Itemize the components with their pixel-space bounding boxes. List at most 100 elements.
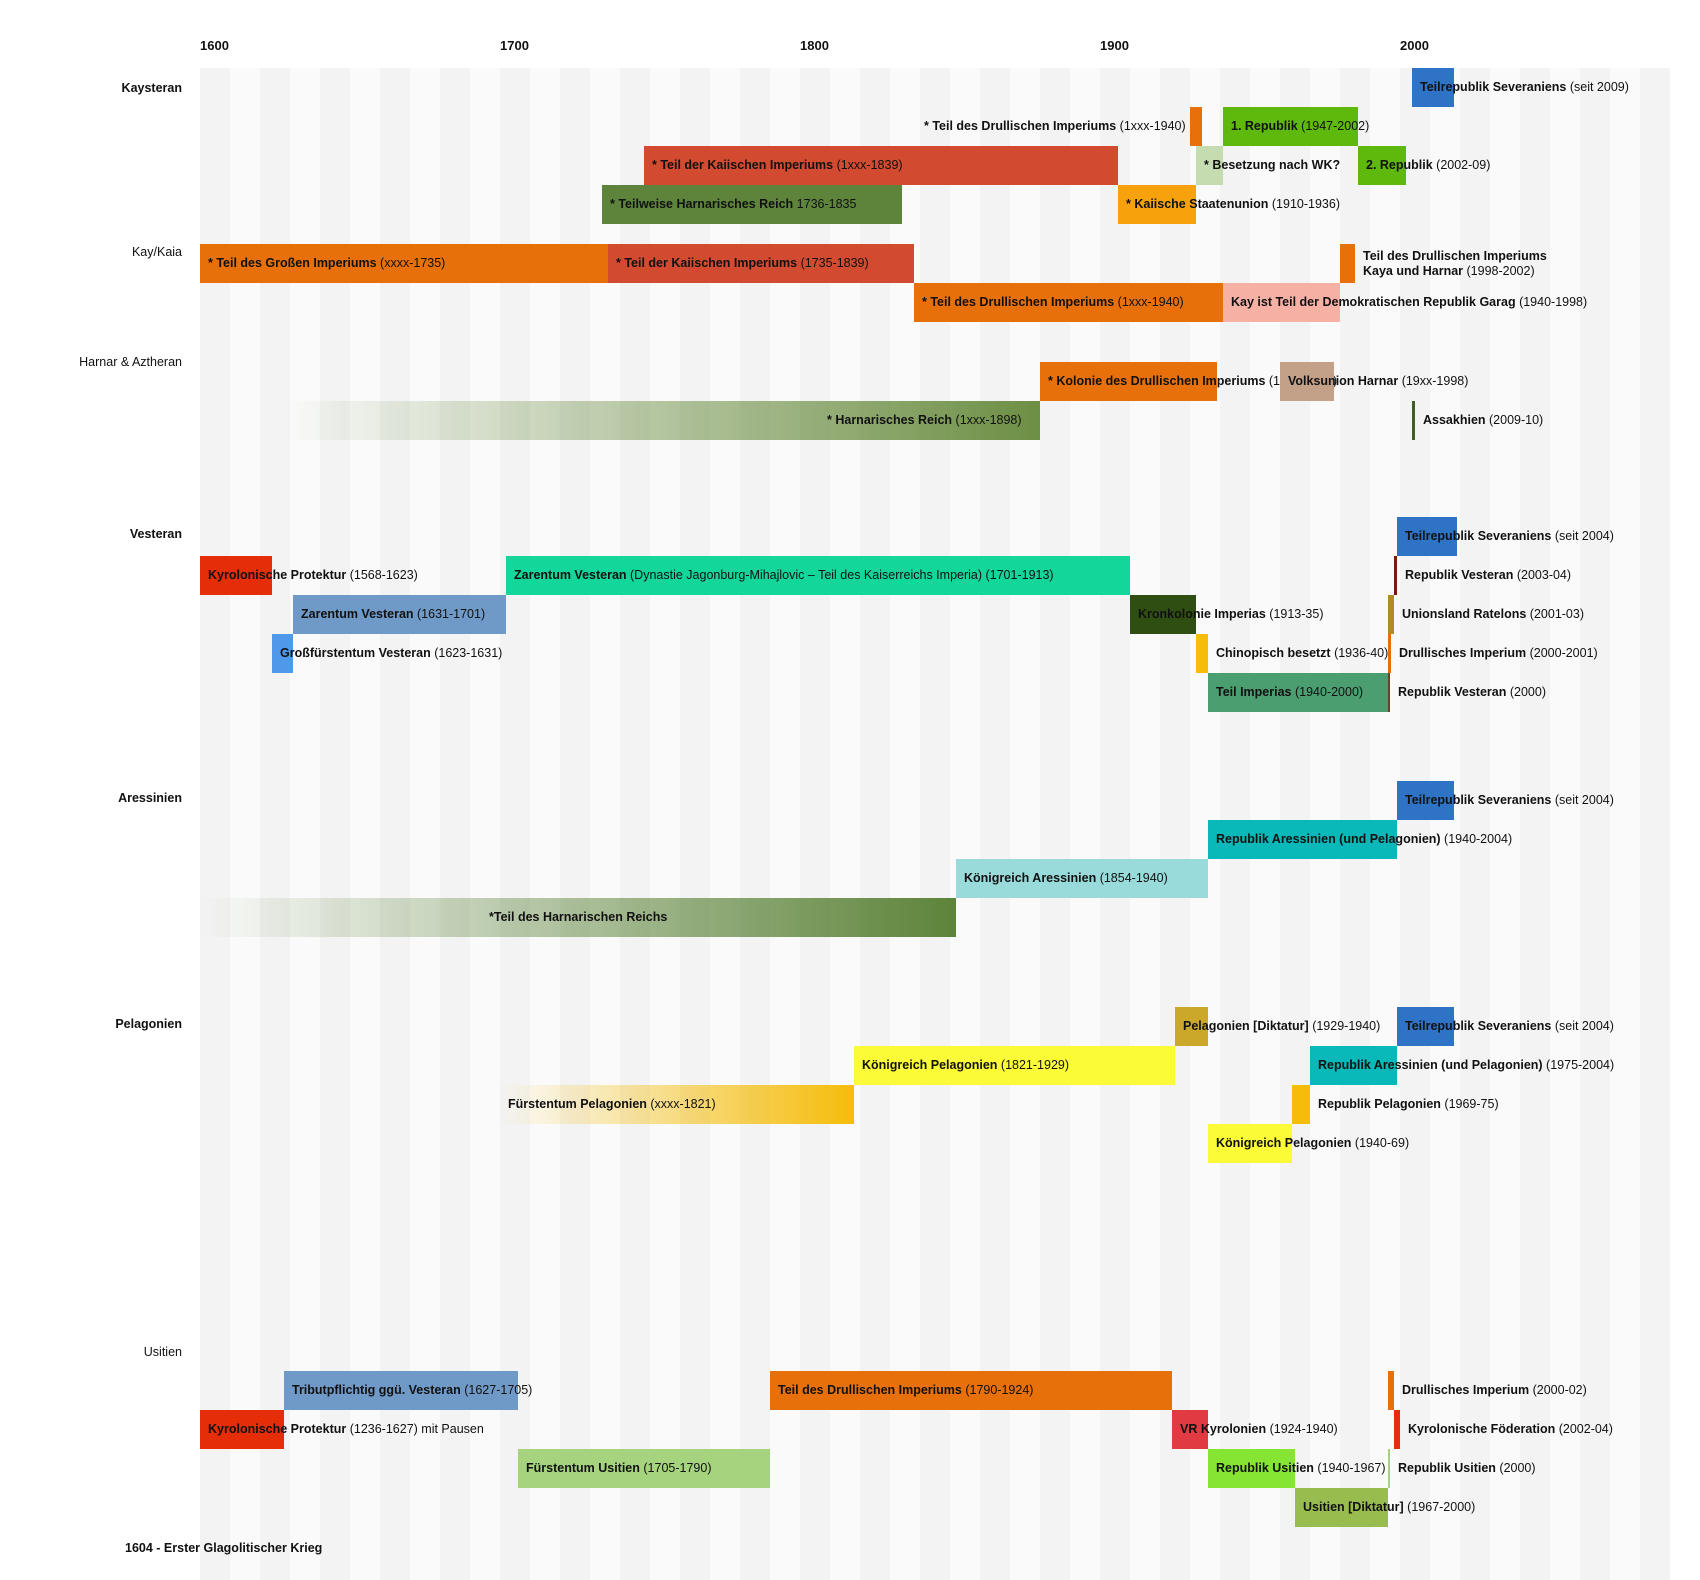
period-label-usi-fuerst: Fürstentum Usitien (1705-1790)	[526, 1461, 711, 1476]
period-dates: (1940-1967)	[1313, 1461, 1386, 1475]
decade-stripe	[530, 68, 560, 1580]
period-label-kays-rep2: 2. Republik (2002-09)	[1366, 158, 1490, 173]
period-bar-usi-rep	[1208, 1449, 1295, 1488]
period-bar-ves-druell	[1388, 634, 1391, 673]
period-name: * Teilweise Harnarisches Reich	[610, 197, 794, 211]
period-name: Zarentum Vesteran	[301, 607, 414, 621]
period-label-ves-chino: Chinopisch besetzt (1936-40)	[1216, 646, 1388, 661]
decade-stripe	[1520, 68, 1550, 1580]
period-dates: (1821-1929)	[997, 1058, 1070, 1072]
period-name-line2: Kaya und Harnar	[1363, 264, 1464, 278]
period-dates: (19xx-1998)	[1398, 374, 1469, 388]
period-dates: (1xxx-1839)	[833, 158, 903, 172]
period-name: * Teil des Drullischen Imperiums	[924, 119, 1117, 133]
period-dates: (1790-1924)	[961, 1383, 1034, 1397]
decade-stripe	[680, 68, 710, 1580]
decade-stripe	[800, 68, 830, 1580]
decade-stripe	[260, 68, 290, 1580]
period-dates: (1xxx-1940)	[1114, 295, 1184, 309]
period-label-usi-rep: Republik Usitien (1940-1967)	[1216, 1461, 1386, 1476]
decade-stripe	[230, 68, 260, 1580]
period-label-are-teilrep: Teilrepublik Severaniens (seit 2004)	[1405, 793, 1614, 808]
period-label-pel-fuerst: Fürstentum Pelagonien (xxxx-1821)	[508, 1097, 716, 1112]
period-label-kay-druell2: Teil des Drullischen Imperiums Kaya und H…	[1363, 249, 1547, 279]
decade-stripe	[1580, 68, 1610, 1580]
period-dates: (1910-1936)	[1268, 197, 1340, 211]
period-dates: (1940-2000)	[1291, 685, 1364, 699]
period-dates: (2000)	[1506, 685, 1546, 699]
period-label-ves-union: Unionsland Ratelons (2001-03)	[1402, 607, 1584, 622]
period-name: Republik Usitien	[1216, 1461, 1314, 1475]
decade-stripe	[740, 68, 770, 1580]
period-label-usi-rep2000: Republik Usitien (2000)	[1398, 1461, 1536, 1476]
decade-stripe	[1430, 68, 1460, 1580]
period-bar-usi-druell2	[1388, 1371, 1394, 1410]
period-dates: (1929-1940)	[1308, 1019, 1381, 1033]
period-label-kays-besetz: * Besetzung nach WK?	[1204, 158, 1340, 173]
period-bar-usi-dikt	[1295, 1488, 1388, 1527]
period-name: Großfürstentum Vesteran	[280, 646, 431, 660]
period-dates: (1854-1940)	[1096, 871, 1168, 885]
footnote: 1604 - Erster Glagolitischer Krieg	[125, 1541, 323, 1555]
period-label-har-volk: Volksunion Harnar (19xx-1998)	[1288, 374, 1468, 389]
region-label: Aressinien	[118, 791, 182, 805]
period-name: Chinopisch besetzt	[1216, 646, 1331, 660]
period-bar-ves-union	[1388, 595, 1394, 634]
period-name: Teil des Drullischen Imperiums	[1363, 249, 1547, 263]
period-name: * Harnarisches Reich	[827, 413, 953, 427]
period-dates: (1236-1627) mit Pausen	[346, 1422, 484, 1436]
period-bar-ves-gross	[272, 634, 293, 673]
period-dates: (1627-1705)	[460, 1383, 533, 1397]
period-label-ves-teilimp: Teil Imperias (1940-2000)	[1216, 685, 1363, 700]
period-name: Teilrepublik Severaniens	[1420, 80, 1567, 94]
period-bar-kays-rep1	[1223, 107, 1358, 146]
period-bar-pel-koenig2	[1208, 1124, 1292, 1163]
period-label-kay-druell1: * Teil des Drullischen Imperiums (1xxx-1…	[922, 295, 1184, 310]
period-dates: (1936-40)	[1330, 646, 1389, 660]
decade-stripe	[620, 68, 650, 1580]
period-dates: (2002-09)	[1432, 158, 1491, 172]
period-name: VR Kyrolonien	[1180, 1422, 1267, 1436]
period-bar-kay-garag	[1223, 283, 1340, 322]
period-label-har-reich: * Harnarisches Reich (1xxx-1898)	[827, 413, 1022, 428]
region-label: Kay/Kaia	[131, 245, 182, 259]
period-name: * Kaiische Staatenunion	[1126, 197, 1269, 211]
period-label-ves-teilrep: Teilrepublik Severaniens (seit 2004)	[1405, 529, 1614, 544]
decade-stripe	[470, 68, 500, 1580]
decade-stripe	[380, 68, 410, 1580]
period-label-are-koenig: Königreich Aressinien (1854-1940)	[964, 871, 1168, 886]
period-name: Kronkolonie Imperias	[1138, 607, 1266, 621]
period-name: Zarentum Vesteran	[514, 568, 627, 582]
period-label-kays-harnar: * Teilweise Harnarisches Reich 1736-1835	[610, 197, 856, 212]
period-bar-kays-staaten	[1118, 185, 1196, 224]
period-dates: (Dynastie Jagonburg-Mihajlovic – Teil de…	[626, 568, 1054, 582]
period-dates: (1568-1623)	[346, 568, 418, 582]
period-bar-usi-foed	[1394, 1410, 1400, 1449]
period-label-pel-koenig2: Königreich Pelagonien (1940-69)	[1216, 1136, 1409, 1151]
period-dates: (1xxx-1898)	[952, 413, 1022, 427]
period-label-kay-gross: * Teil des Großen Imperiums (xxxx-1735)	[208, 256, 445, 271]
period-label-ves-rep2000: Republik Vesteran (2000)	[1398, 685, 1546, 700]
period-bar-are-rep	[1208, 820, 1397, 859]
period-dates: (2000-02)	[1529, 1383, 1587, 1397]
period-name: Teil des Drullischen Imperiums	[778, 1383, 962, 1397]
period-dates: (1967-2000)	[1403, 1500, 1476, 1514]
decade-stripe	[1640, 68, 1670, 1580]
period-dates: (2009-10)	[1485, 413, 1544, 427]
period-label-ves-kyro: Kyrolonische Protektur (1568-1623)	[208, 568, 418, 583]
period-name: Assakhien	[1423, 413, 1486, 427]
period-name: Republik Aressinien (und Pelagonien)	[1216, 832, 1441, 846]
period-dates: (2000)	[1495, 1461, 1536, 1475]
region-label: Kaysteran	[121, 81, 182, 95]
period-name: Teilrepublik Severaniens	[1405, 529, 1552, 543]
period-name: * Besetzung nach WK?	[1204, 158, 1341, 172]
period-bar-kays-harnar	[602, 185, 902, 224]
period-label-kays-rep1: 1. Republik (1947-2002)	[1231, 119, 1369, 134]
period-name: * Kolonie des Drullischen Imperiums	[1048, 374, 1266, 388]
period-bar-ves-zar1	[506, 556, 1130, 595]
period-label-pel-repares: Republik Aressinien (und Pelagonien) (19…	[1318, 1058, 1614, 1073]
period-name: Königreich Aressinien	[964, 871, 1097, 885]
period-bar-ves-chino	[1196, 634, 1208, 673]
period-dates: 1736-1835	[793, 197, 857, 211]
